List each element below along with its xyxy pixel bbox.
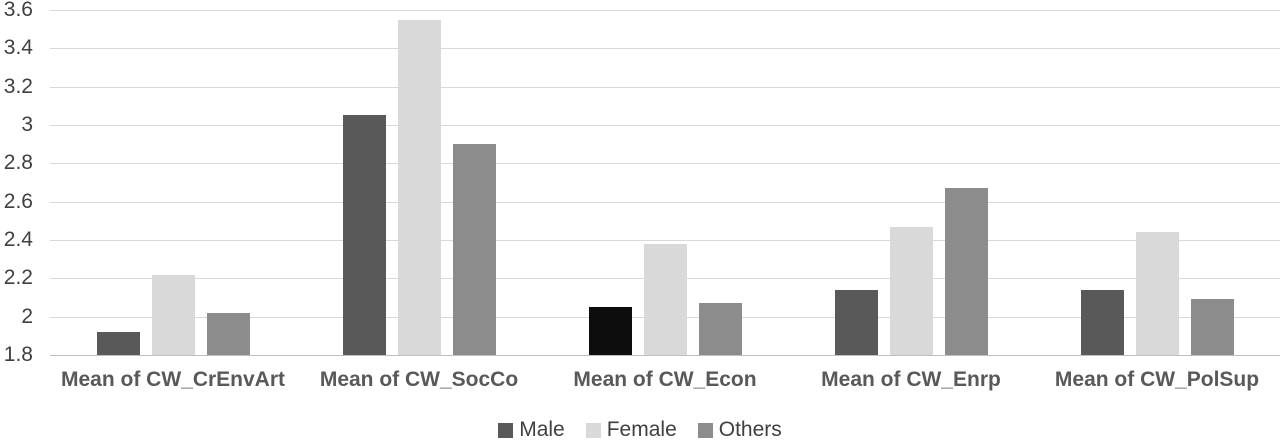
bar-group-3 — [788, 10, 1034, 355]
y-axis-tick-label: 3.4 — [3, 36, 33, 60]
bar-others-4 — [1190, 299, 1234, 355]
y-axis-tick-label: 3.6 — [3, 0, 33, 21]
legend-item-male: Male — [498, 418, 565, 442]
category-label: Mean of CW_PolSup — [1054, 368, 1260, 391]
y-axis-tick-label: 2.6 — [3, 189, 33, 213]
legend-item-others: Others — [697, 418, 782, 442]
bar-male-0 — [96, 332, 140, 355]
x-axis-labels: Mean of CW_CrEnvArt Mean of CW_SocCo Mean … — [50, 368, 1280, 392]
category-label: Mean of CW_Enrp — [821, 368, 1001, 391]
y-axis-tick-label: 3 — [21, 113, 33, 136]
legend: Male Female Others — [0, 418, 1280, 442]
category-label: Mean of CW_Econ — [573, 368, 757, 391]
bar-female-0 — [151, 274, 195, 355]
gridline — [50, 86, 1280, 88]
category-label: Mean of CW_CrEnvArt — [60, 368, 286, 391]
legend-label: Others — [718, 418, 782, 441]
plot-area — [50, 10, 1280, 356]
y-axis-tick-label: 2 — [21, 304, 33, 328]
legend-label: Male — [519, 418, 565, 441]
x-axis-line — [50, 355, 1280, 356]
legend-swatch-others — [697, 422, 713, 438]
bar-female-2 — [643, 243, 687, 355]
legend-swatch-male — [498, 422, 514, 438]
bar-group-0 — [50, 10, 296, 355]
bar-group-1 — [296, 10, 542, 355]
gridline — [50, 125, 1280, 126]
legend-item-female: Female — [585, 418, 677, 442]
bar-group-2 — [542, 10, 788, 355]
bar-female-1 — [397, 19, 441, 355]
y-axis-tick-label: 2.8 — [3, 151, 33, 175]
legend-swatch-female — [585, 422, 601, 438]
category-label: Mean of CW_SocCo — [319, 368, 519, 391]
gridline — [50, 10, 1280, 11]
legend-label: Female — [606, 418, 677, 441]
bar-others-1 — [452, 144, 496, 355]
bar-group-4 — [1034, 10, 1280, 355]
bar-male-4 — [1080, 289, 1124, 355]
bar-others-3 — [944, 188, 988, 355]
y-axis: 3.6 3.4 3.2 3 2.8 2.6 2.4 2.2 2 1.8 — [0, 0, 33, 444]
bar-others-2 — [698, 303, 742, 355]
bar-male-3 — [834, 289, 878, 355]
gridline — [50, 201, 1280, 203]
bar-female-3 — [889, 226, 933, 355]
bar-others-0 — [206, 312, 250, 355]
y-axis-tick-label: 1.8 — [3, 343, 33, 366]
y-axis-tick-label: 2.2 — [3, 266, 33, 290]
gridline — [50, 48, 1280, 50]
y-axis-tick-label: 3.2 — [3, 74, 33, 98]
bar-female-4 — [1135, 232, 1179, 355]
gridline — [50, 240, 1280, 241]
bar-male-1 — [342, 115, 386, 355]
y-axis-tick-label: 2.4 — [3, 228, 33, 251]
bar-male-2 — [588, 307, 632, 355]
gridline — [50, 163, 1280, 165]
